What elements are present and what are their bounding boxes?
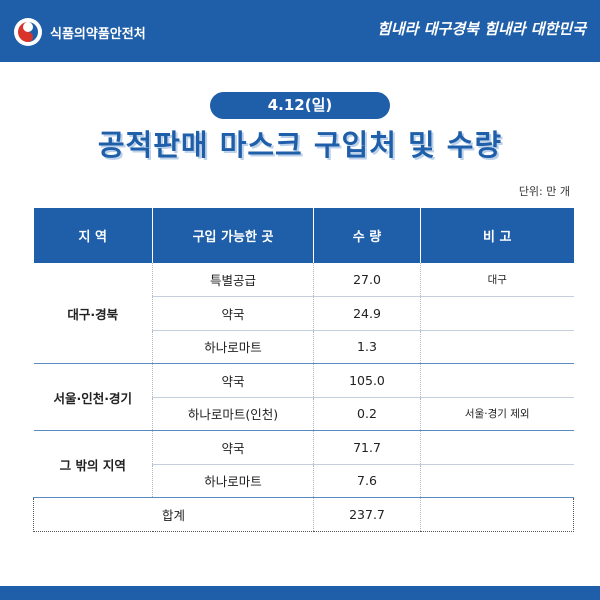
header-bar: 식품의약품안전처 힘내라 대구경북 힘내라 대한민국: [0, 0, 600, 62]
total-label: 합계: [33, 497, 314, 532]
table-header-row: 지 역 구입 가능한 곳 수 량 비 고: [33, 208, 574, 263]
qty-cell: 105.0: [313, 363, 421, 398]
note-cell: [420, 464, 574, 498]
org-name: 식품의약품안전처: [50, 26, 146, 42]
place-cell: 하나로마트: [152, 330, 314, 364]
slogan-text: 힘내라 대구경북 힘내라 대한민국: [377, 20, 586, 38]
note-cell: [420, 363, 574, 398]
total-qty: 237.7: [313, 497, 421, 532]
note-cell: 대구: [420, 263, 574, 297]
qty-cell: 0.2: [313, 397, 421, 431]
header-note: 비 고: [420, 208, 574, 263]
table-row: 서울·인천·경기 약국 105.0: [33, 363, 574, 431]
total-note: [420, 497, 574, 532]
table-row: 그 밖의 지역 약국 71.7: [33, 430, 574, 498]
table-row: 대구·경북 특별공급 27.0 대구: [33, 263, 574, 364]
org-logo-group: 식품의약품안전처: [14, 18, 146, 46]
table-row: 약국 24.9: [34, 296, 574, 331]
region-cell: 서울·인천·경기: [33, 363, 153, 431]
place-cell: 하나로마트: [152, 464, 314, 498]
table-row: 하나로마트(인천) 0.2 서울·경기 제외: [34, 397, 574, 431]
region-cell: 그 밖의 지역: [33, 430, 153, 498]
taegeuk-logo-icon: [14, 18, 42, 46]
qty-cell: 1.3: [313, 330, 421, 364]
total-row: 합계 237.7: [33, 497, 574, 532]
mask-supply-table: 지 역 구입 가능한 곳 수 량 비 고 대구·경북 특별공급 27.0 대구 …: [33, 208, 574, 532]
note-cell: [420, 430, 574, 465]
note-cell: 서울·경기 제외: [420, 397, 574, 431]
page-title: 공적판매 마스크 구입처 및 수량: [97, 128, 503, 162]
place-cell: 약국: [152, 363, 314, 398]
note-cell: [420, 330, 574, 364]
place-cell: 특별공급: [152, 263, 314, 297]
header-place: 구입 가능한 곳: [152, 208, 314, 263]
place-cell: 약국: [152, 430, 314, 465]
header-quantity: 수 량: [313, 208, 421, 263]
qty-cell: 7.6: [313, 464, 421, 498]
place-cell: 하나로마트(인천): [152, 397, 314, 431]
region-cell: 대구·경북: [33, 263, 153, 364]
qty-cell: 24.9: [313, 296, 421, 331]
place-cell: 약국: [152, 296, 314, 331]
table-row: 하나로마트 1.3: [34, 330, 574, 364]
header-region: 지 역: [33, 208, 153, 263]
qty-cell: 27.0: [313, 263, 421, 297]
qty-cell: 71.7: [313, 430, 421, 465]
unit-label: 단위: 만 개: [518, 185, 570, 198]
footer-bar: [0, 586, 600, 600]
note-cell: [420, 296, 574, 331]
date-badge: 4.12(일): [210, 92, 390, 119]
